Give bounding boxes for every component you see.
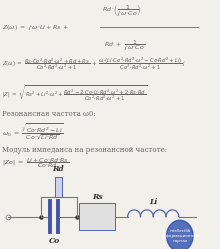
Text: $|Z|\ =\ \sqrt{Rs^2 + Li^2{\cdot}\omega^2 + \dfrac{Rd^2 - 2{\cdot}Co{\cdot}Li{\c: $|Z|\ =\ \sqrt{Rs^2 + Li^2{\cdot}\omega^… (2, 85, 148, 104)
Text: $\omega_0\ =\ \dfrac{\sqrt{Co{\cdot}Rd^2 - Li}}{Co{\cdot}\sqrt{Li{\cdot}Rd}}$: $\omega_0\ =\ \dfrac{\sqrt{Co{\cdot}Rd^2… (2, 122, 64, 142)
Bar (55, 177, 62, 197)
Circle shape (167, 220, 193, 249)
Text: $Z(\omega)\ =\ j{\cdot}\omega{\cdot}Li + Rs\ +$: $Z(\omega)\ =\ j{\cdot}\omega{\cdot}Li +… (2, 23, 70, 32)
Text: $Rd\cdot\!\left(\dfrac{1}{j{\cdot}\omega{\cdot}Co}\right)$: $Rd\cdot\!\left(\dfrac{1}{j{\cdot}\omega… (102, 2, 142, 18)
Text: Модуль импеданса на резонансной частоте:: Модуль импеданса на резонансной частоте: (2, 145, 167, 154)
Text: $Rd\ +\ \dfrac{1}{j{\cdot}\omega{\cdot}Co}$: $Rd\ +\ \dfrac{1}{j{\cdot}\omega{\cdot}C… (104, 38, 145, 53)
Text: Rs: Rs (92, 192, 102, 201)
Text: Rd: Rd (52, 166, 64, 174)
Text: Li: Li (149, 197, 157, 206)
Text: intellectlib
информационный
портал: intellectlib информационный портал (160, 229, 199, 243)
Text: Резонансная частота ω0:: Резонансная частота ω0: (2, 110, 96, 118)
Text: Co: Co (49, 237, 60, 245)
Text: $Z(\omega)\ =\ \dfrac{Rs{\cdot}Co^2{\cdot}Rd^2{\cdot}\omega^2 + Rd + Rs}{Co^2{\c: $Z(\omega)\ =\ \dfrac{Rs{\cdot}Co^2{\cdo… (2, 55, 187, 72)
Bar (79, 203, 116, 230)
Text: $|Zo|\ =\ \dfrac{Li + Co{\cdot}Rd{\cdot}Rs}{Co{\cdot}Rd}$: $|Zo|\ =\ \dfrac{Li + Co{\cdot}Rd{\cdot}… (2, 156, 69, 170)
